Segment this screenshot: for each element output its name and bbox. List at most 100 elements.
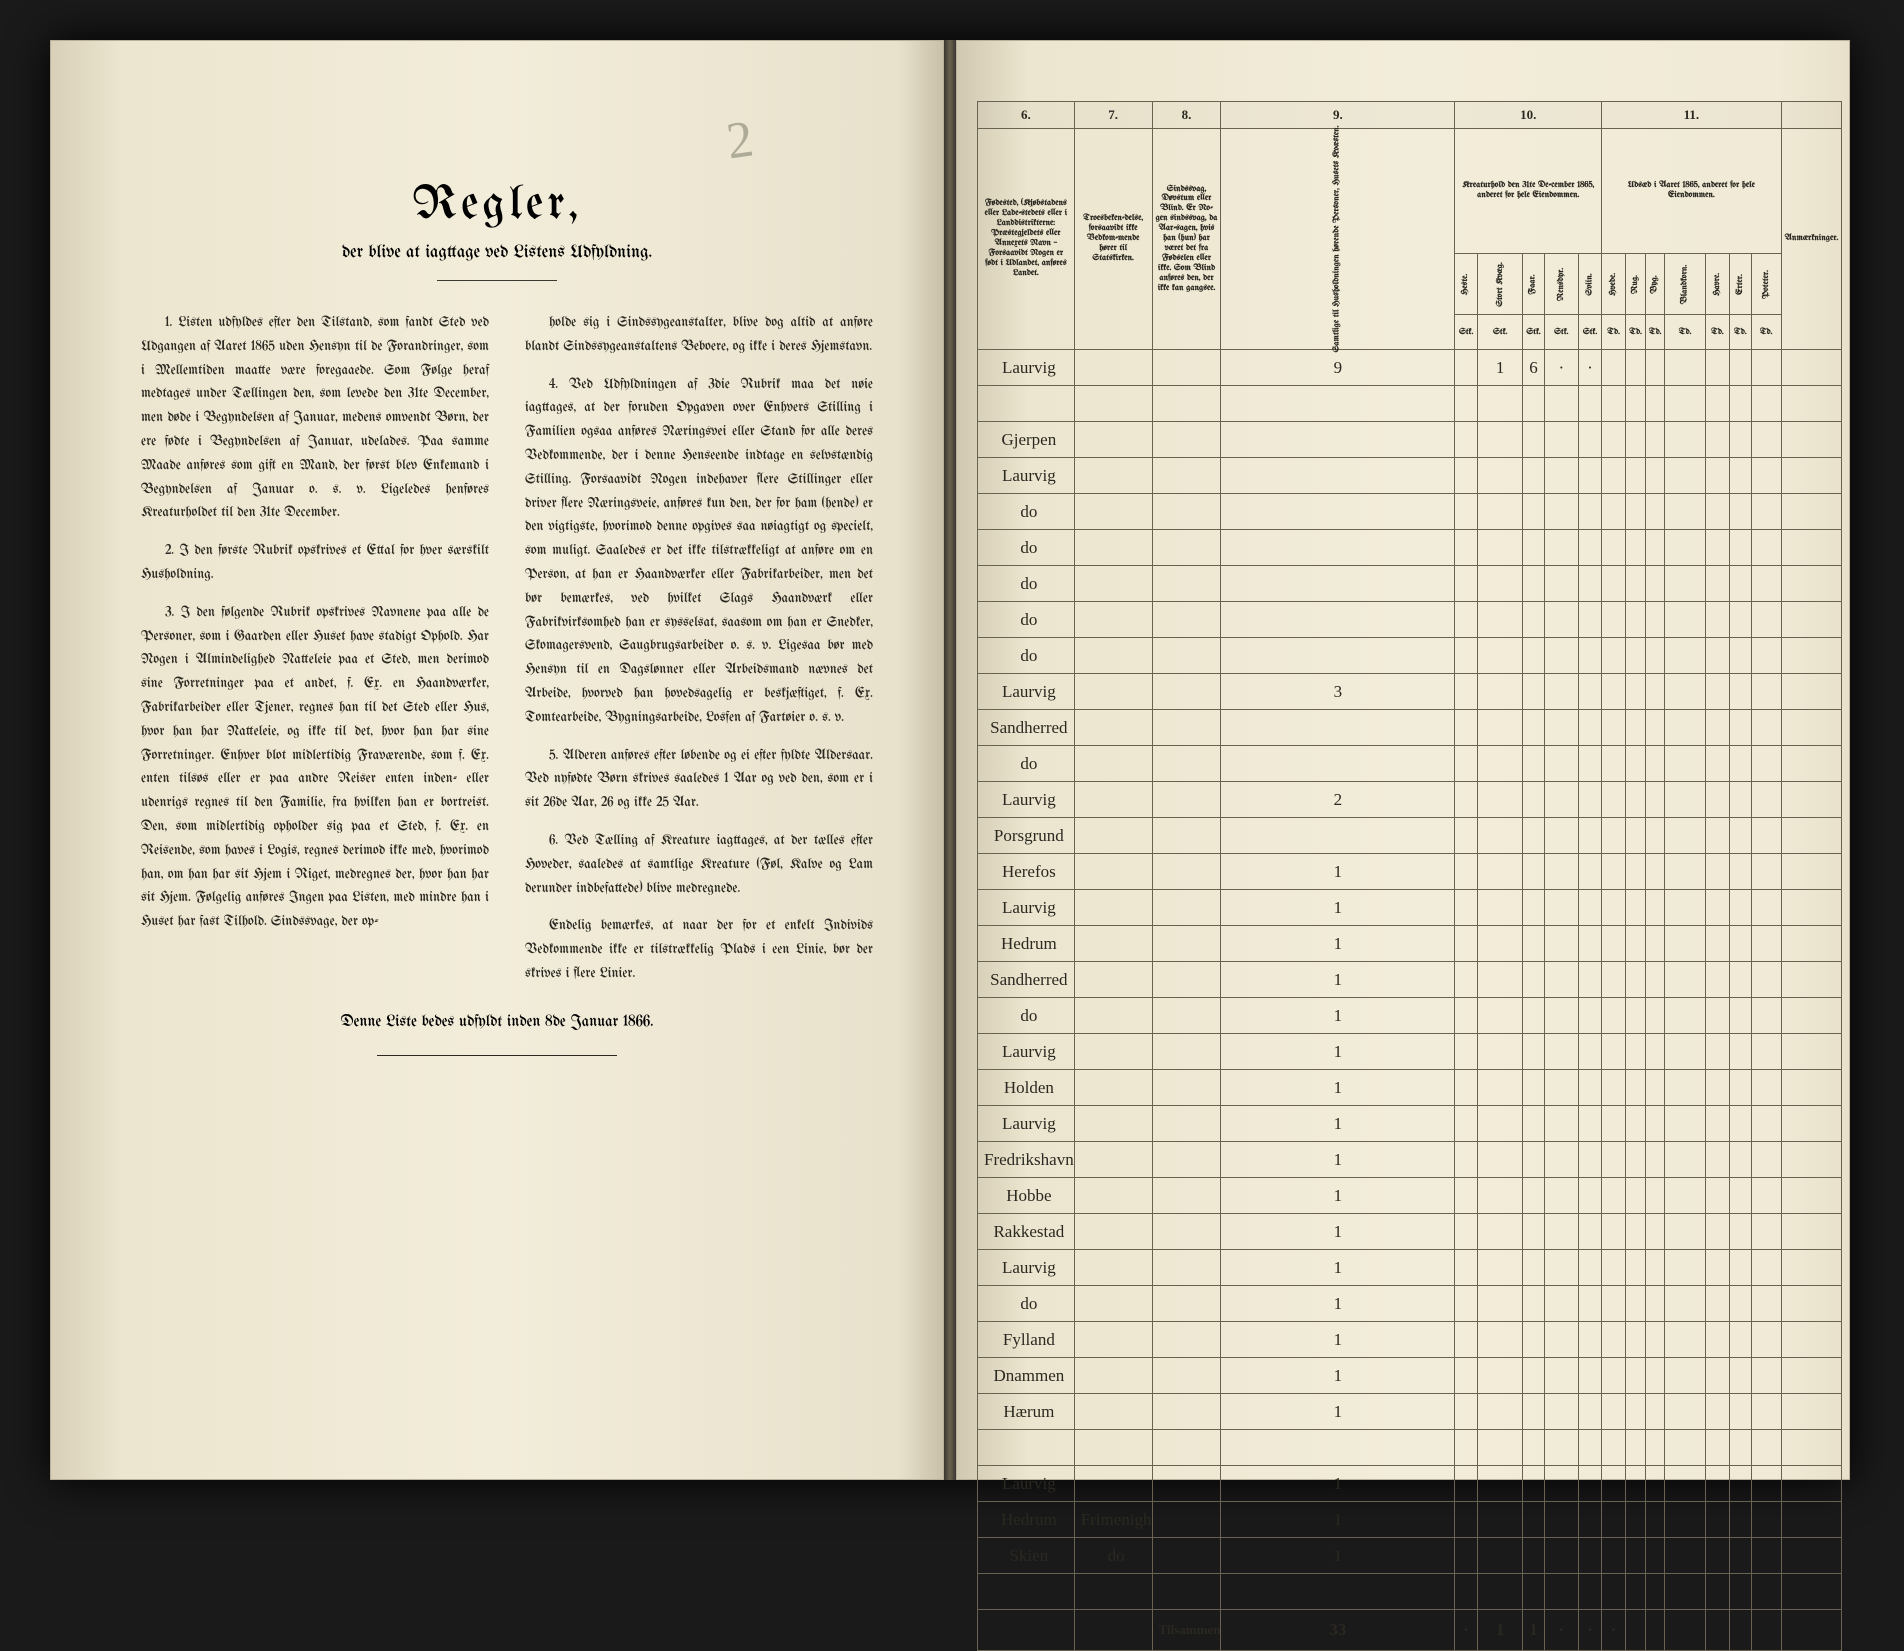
table-cell: Herefos bbox=[978, 854, 1075, 890]
sum-cell: · bbox=[1578, 1610, 1601, 1651]
table-cell bbox=[1781, 854, 1842, 890]
table-cell bbox=[1455, 1106, 1477, 1142]
table-cell bbox=[1544, 638, 1578, 674]
table-cell bbox=[1665, 1502, 1706, 1538]
table-cell bbox=[1602, 1466, 1626, 1502]
table-row: Laurvig1 bbox=[978, 1250, 1842, 1286]
table-cell bbox=[1221, 1574, 1455, 1610]
table-cell bbox=[1665, 890, 1706, 926]
table-row: Fredrikshavn1 bbox=[978, 1142, 1842, 1178]
table-cell bbox=[1729, 1070, 1751, 1106]
unit-label: Td. bbox=[1665, 315, 1706, 350]
table-cell bbox=[1074, 494, 1152, 530]
table-cell bbox=[1544, 1466, 1578, 1502]
table-cell bbox=[1781, 1250, 1842, 1286]
table-cell bbox=[1455, 494, 1477, 530]
table-row: Laurvig3 bbox=[978, 674, 1842, 710]
table-cell bbox=[1455, 746, 1477, 782]
table-cell: 2 bbox=[1221, 782, 1455, 818]
table-cell bbox=[1665, 926, 1706, 962]
table-cell bbox=[1221, 422, 1455, 458]
left-page: 2 Regler, der blive at iagttage ved List… bbox=[50, 40, 944, 1480]
table-cell bbox=[1152, 386, 1221, 422]
table-cell bbox=[1477, 1214, 1523, 1250]
rules-body-text: 1. Listen udfyldes efter den Tilstand, s… bbox=[141, 311, 873, 986]
table-cell bbox=[1602, 638, 1626, 674]
table-cell bbox=[1523, 1286, 1544, 1322]
table-cell bbox=[1523, 1430, 1544, 1466]
table-cell bbox=[1602, 890, 1626, 926]
table-cell bbox=[1781, 386, 1842, 422]
table-cell bbox=[1523, 494, 1544, 530]
table-cell bbox=[1523, 1358, 1544, 1394]
sum-cell: 1 bbox=[1477, 1610, 1523, 1651]
table-row: do bbox=[978, 638, 1842, 674]
table-cell bbox=[1455, 566, 1477, 602]
table-cell bbox=[1221, 458, 1455, 494]
table-cell bbox=[1705, 1070, 1729, 1106]
table-row bbox=[978, 1430, 1842, 1466]
table-row: HedrumFrimenigh1 bbox=[978, 1502, 1842, 1538]
table-cell bbox=[1626, 962, 1646, 998]
table-cell bbox=[1751, 530, 1781, 566]
table-cell bbox=[1646, 1358, 1665, 1394]
table-cell bbox=[1152, 746, 1221, 782]
table-cell bbox=[1751, 1358, 1781, 1394]
table-cell bbox=[1665, 1394, 1706, 1430]
column-number: 6. bbox=[978, 102, 1075, 129]
table-cell bbox=[1626, 1034, 1646, 1070]
table-cell: 1 bbox=[1221, 1466, 1455, 1502]
table-cell bbox=[1074, 350, 1152, 386]
table-cell bbox=[978, 1430, 1075, 1466]
table-cell bbox=[1544, 1286, 1578, 1322]
table-cell bbox=[1578, 710, 1601, 746]
table-cell: do bbox=[978, 1286, 1075, 1322]
table-cell bbox=[1477, 1142, 1523, 1178]
table-cell bbox=[1705, 1394, 1729, 1430]
table-cell bbox=[1729, 1286, 1751, 1322]
table-cell bbox=[1781, 818, 1842, 854]
table-cell: 1 bbox=[1221, 926, 1455, 962]
table-cell bbox=[1578, 1394, 1601, 1430]
table-cell bbox=[1152, 1502, 1221, 1538]
table-cell bbox=[1544, 1142, 1578, 1178]
table-cell bbox=[1646, 854, 1665, 890]
table-cell bbox=[1523, 1502, 1544, 1538]
sum-row: Tilsammen33·11··· bbox=[978, 1610, 1842, 1651]
table-cell bbox=[1477, 998, 1523, 1034]
table-cell bbox=[1544, 1250, 1578, 1286]
table-cell bbox=[1751, 674, 1781, 710]
table-cell: 1 bbox=[1221, 962, 1455, 998]
table-cell bbox=[1705, 998, 1729, 1034]
table-cell bbox=[1523, 854, 1544, 890]
table-cell bbox=[1705, 458, 1729, 494]
table-cell bbox=[1074, 1394, 1152, 1430]
table-cell bbox=[1729, 458, 1751, 494]
table-cell bbox=[1705, 1286, 1729, 1322]
table-row: Laurvig1 bbox=[978, 1466, 1842, 1502]
table-cell bbox=[1705, 926, 1729, 962]
table-cell bbox=[1751, 458, 1781, 494]
table-cell bbox=[1455, 674, 1477, 710]
table-cell bbox=[1751, 1250, 1781, 1286]
table-cell bbox=[1781, 638, 1842, 674]
table-cell bbox=[1477, 926, 1523, 962]
table-cell bbox=[1751, 710, 1781, 746]
table-cell bbox=[1646, 350, 1665, 386]
table-cell bbox=[1523, 746, 1544, 782]
table-cell bbox=[1455, 638, 1477, 674]
table-cell bbox=[1705, 1574, 1729, 1610]
table-cell bbox=[1626, 890, 1646, 926]
table-cell bbox=[1544, 494, 1578, 530]
table-cell bbox=[1665, 494, 1706, 530]
table-cell bbox=[1152, 1322, 1221, 1358]
table-cell bbox=[1705, 962, 1729, 998]
table-cell bbox=[1705, 1034, 1729, 1070]
table-cell bbox=[1578, 1034, 1601, 1070]
table-cell bbox=[1751, 926, 1781, 962]
table-cell bbox=[1578, 926, 1601, 962]
table-cell bbox=[1602, 1430, 1626, 1466]
table-row: Hobbe1 bbox=[978, 1178, 1842, 1214]
table-cell bbox=[1646, 782, 1665, 818]
table-cell bbox=[1705, 1142, 1729, 1178]
